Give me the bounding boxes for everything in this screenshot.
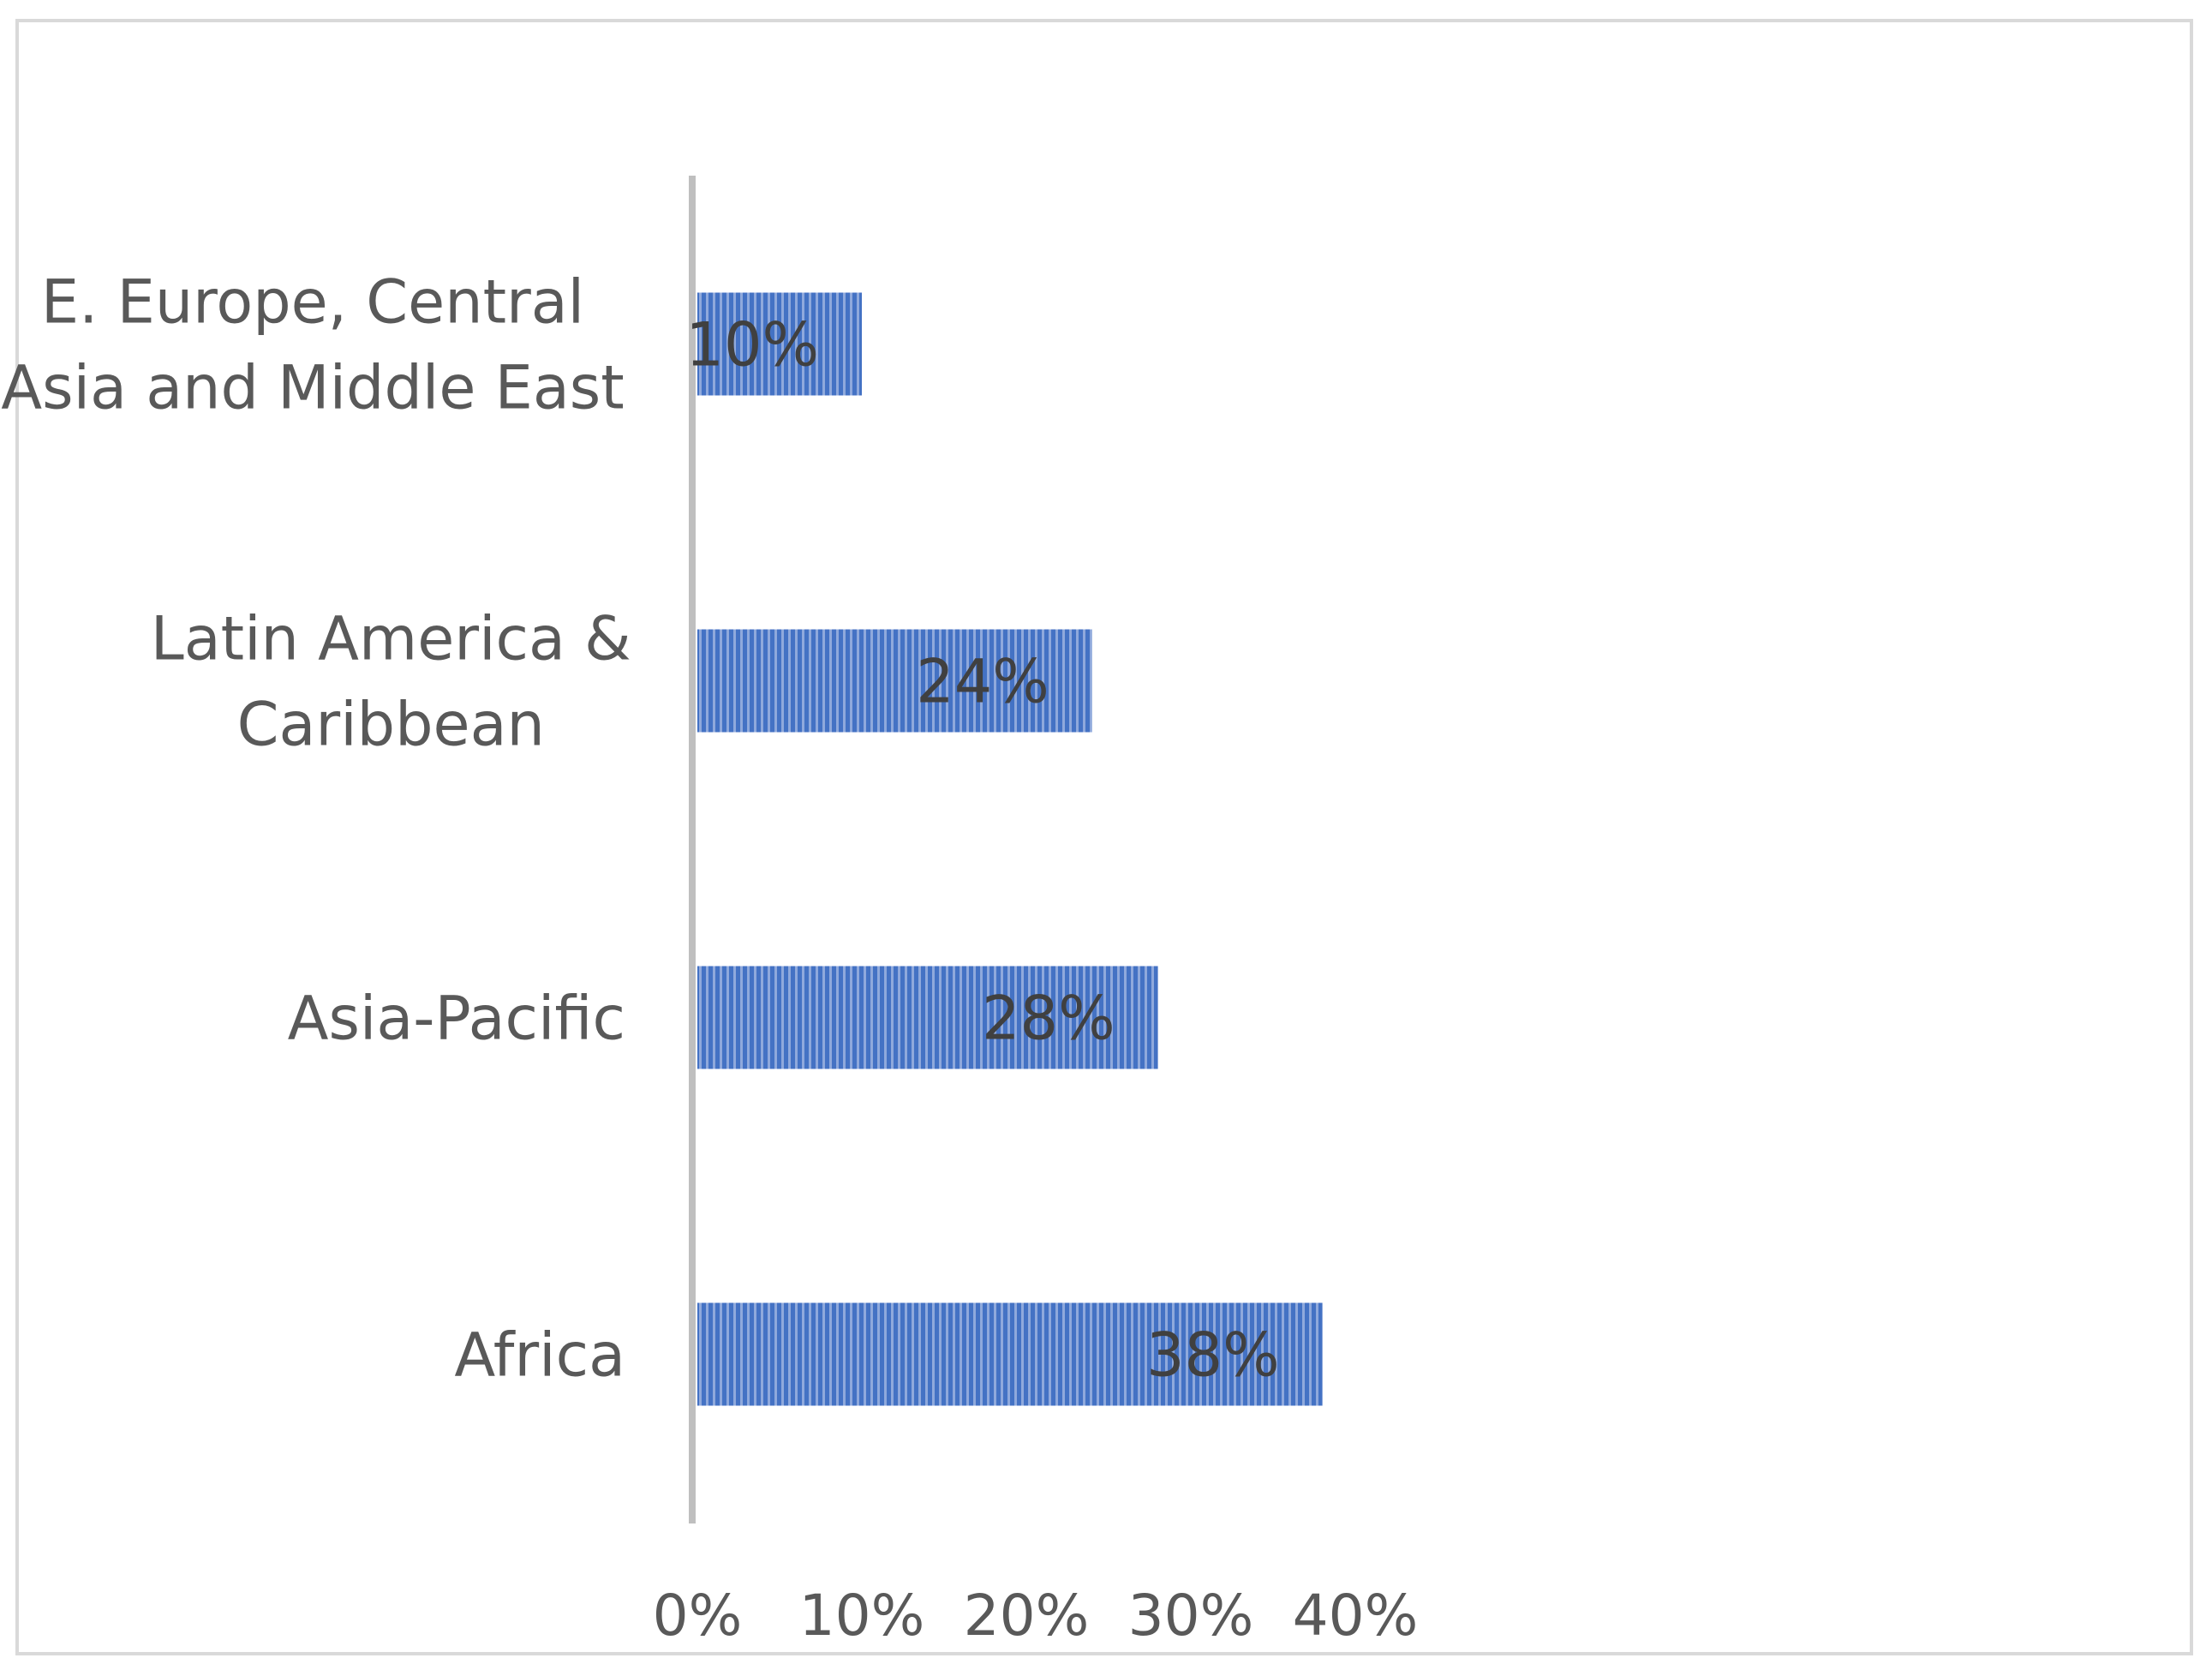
x-tick-label: 30% [1128,1583,1254,1649]
bar-africa [697,1302,1323,1406]
data-label-asia-pacific: 28% [982,984,1115,1054]
x-tick-label: 40% [1293,1583,1419,1649]
data-labels: 10% 24% 28% 38% [685,310,1279,1391]
category-labels: E. Europe, Central Asia and Middle East La… [1,267,631,1391]
x-tick-label: 20% [964,1583,1090,1649]
bar-latin-america-caribbean [697,629,1092,733]
data-label-e-europe-central-asia-and-middle-east: 10% [685,310,819,380]
category-label-e-europe-central-asia-and-middle-east: E. Europe, Central Asia and Middle East [1,267,624,423]
x-tick-labels: 0% 10% 20% 30% 40% [653,1583,1419,1649]
x-tick-label: 0% [653,1583,743,1649]
category-label-africa: Africa [454,1320,625,1391]
bars-layer [697,292,1323,1406]
category-label-asia-pacific: Asia-Pacific [288,984,625,1054]
category-label-latin-america-caribbean: Latin America & Caribbean [151,604,631,760]
bar-asia-pacific [697,966,1158,1069]
bar-e-europe-central-asia-and-middle-east [697,292,862,396]
data-label-africa: 38% [1146,1320,1280,1391]
data-label-latin-america-caribbean: 24% [916,647,1049,717]
x-tick-label: 10% [799,1583,925,1649]
